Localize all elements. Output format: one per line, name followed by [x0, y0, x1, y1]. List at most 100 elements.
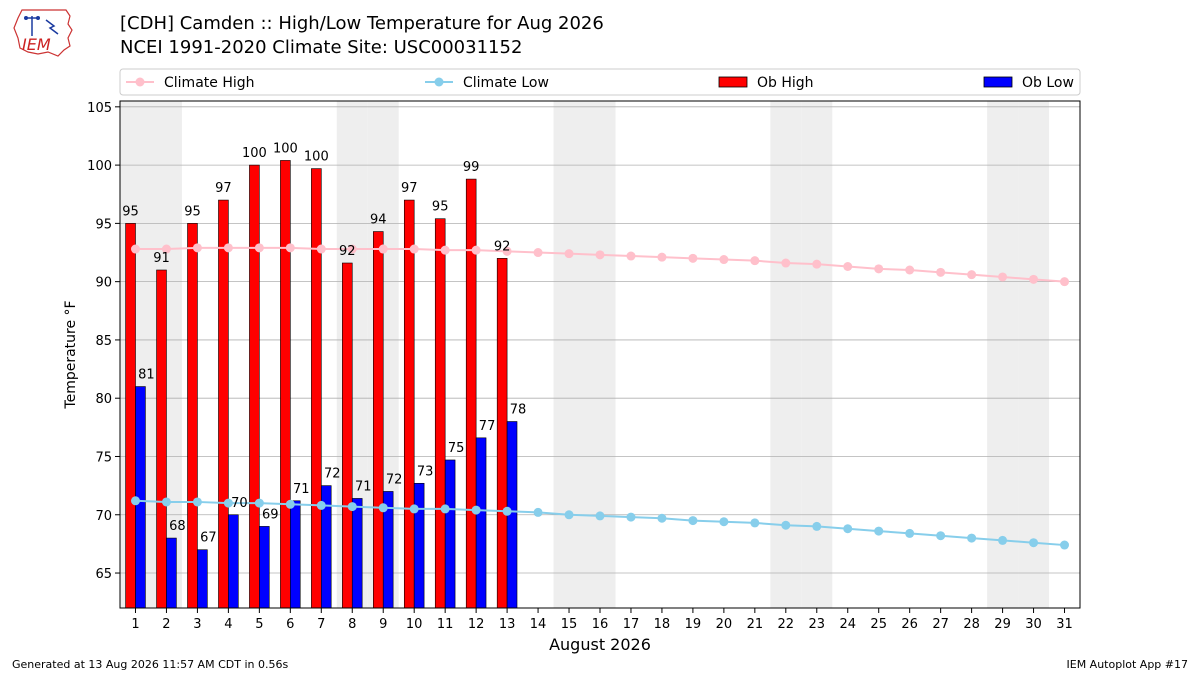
climate-high-point: [812, 259, 822, 269]
ob-high-label: 94: [370, 213, 387, 228]
x-tick-label: 9: [379, 617, 387, 632]
ob-low-label: 72: [386, 472, 403, 487]
climate-high-point: [750, 256, 760, 266]
climate-high-point: [688, 253, 698, 263]
x-tick-label: 7: [317, 617, 325, 632]
x-tick-label: 3: [193, 617, 201, 632]
climate-low-point: [719, 517, 729, 527]
x-tick-label: 8: [348, 617, 356, 632]
climate-low-point: [812, 521, 822, 531]
climate-high-point: [471, 245, 481, 255]
climate-low-point: [409, 504, 419, 514]
ob-low-bar: [290, 500, 301, 609]
logo-text: IEM: [22, 35, 51, 54]
climate-low-point: [843, 524, 853, 534]
x-tick-label: 31: [1056, 617, 1073, 632]
climate-high-point: [502, 246, 512, 256]
x-tick-label: 19: [685, 617, 702, 632]
ob-high-bar: [280, 160, 291, 609]
app-credit: IEM Autoplot App #17: [1066, 658, 1189, 671]
climate-low-point: [688, 516, 698, 526]
x-tick-label: 28: [963, 617, 980, 632]
ob-low-bar: [166, 537, 177, 609]
climate-high-point: [719, 255, 729, 265]
y-tick-label: 100: [87, 159, 112, 174]
y-tick-label: 85: [95, 334, 112, 349]
climate-high-point: [1060, 277, 1070, 287]
ob-low-label: 71: [355, 479, 372, 494]
climate-high-point: [781, 258, 791, 268]
ob-high-label: 95: [432, 200, 449, 215]
climate-low-point: [378, 503, 388, 513]
x-tick-label: 16: [592, 617, 609, 632]
weekend-shade: [987, 101, 1019, 608]
ob-low-label: 78: [510, 403, 527, 418]
ob-low-bar: [228, 514, 239, 609]
chart-subtitle: NCEI 1991-2020 Climate Site: USC00031152: [120, 37, 523, 58]
ob-high-label: 92: [494, 239, 511, 254]
climate-high-point: [998, 272, 1008, 282]
x-tick-label: 22: [778, 617, 795, 632]
legend-box: [119, 68, 1081, 96]
weekend-shade: [553, 101, 585, 608]
ob-low-bar: [259, 526, 270, 609]
ob-high-bar: [496, 258, 508, 609]
climate-low-point: [347, 502, 357, 512]
x-tick-label: 4: [224, 617, 232, 632]
weekend-shade: [584, 101, 616, 608]
climate-high-point: [254, 243, 264, 253]
legend-climate-low-label: Climate Low: [463, 75, 549, 91]
climate-low-point: [285, 499, 295, 509]
x-tick-label: 13: [499, 617, 516, 632]
climate-low-point: [533, 507, 543, 517]
climate-high-point: [905, 265, 915, 275]
x-tick-label: 23: [809, 617, 826, 632]
y-tick-label: 75: [95, 450, 112, 465]
x-tick-label: 11: [437, 617, 454, 632]
ob-low-label: 81: [138, 368, 155, 383]
ob-low-label: 71: [293, 482, 310, 497]
weekend-shade: [770, 101, 802, 608]
ob-high-label: 100: [304, 150, 329, 165]
climate-low-point: [440, 504, 450, 514]
ob-low-bar: [444, 459, 456, 609]
x-axis-label: August 2026: [549, 635, 651, 654]
ob-low-label: 70: [231, 496, 248, 511]
legend-ob-low-label: Ob Low: [1022, 75, 1074, 91]
legend-climate-low-marker: [434, 77, 444, 87]
x-tick-label: 1: [131, 617, 139, 632]
climate-high-point: [967, 270, 977, 280]
ob-high-label: 99: [463, 160, 480, 175]
climate-high-point: [936, 267, 946, 277]
generated-timestamp: Generated at 13 Aug 2026 11:57 AM CDT in…: [12, 658, 289, 671]
climate-low-point: [657, 513, 667, 523]
ob-low-label: 68: [169, 519, 186, 534]
ob-low-label: 69: [262, 507, 279, 522]
legend-climate-high-label: Climate High: [164, 75, 255, 91]
y-tick-label: 95: [95, 217, 112, 232]
x-tick-label: 26: [901, 617, 918, 632]
iem-logo: IEM: [13, 9, 73, 57]
climate-low-point: [192, 497, 202, 507]
y-tick-label: 70: [95, 509, 112, 524]
climate-low-point: [626, 512, 636, 522]
climate-low-point: [254, 498, 264, 508]
ob-low-label: 77: [479, 419, 496, 434]
ob-low-bar: [413, 482, 425, 609]
x-tick-label: 5: [255, 617, 263, 632]
ob-high-bar: [249, 164, 260, 609]
ob-low-label: 67: [200, 531, 217, 546]
legend-climate-high-marker: [135, 77, 145, 87]
ob-high-bar: [373, 231, 384, 609]
x-tick-label: 24: [839, 617, 856, 632]
ob-high-label: 100: [242, 146, 267, 161]
x-tick-label: 2: [162, 617, 170, 632]
ob-high-label: 95: [184, 204, 201, 219]
ob-high-bar: [125, 223, 136, 609]
ob-high-label: 91: [153, 251, 170, 266]
legend-ob-low-swatch: [983, 76, 1013, 88]
climate-high-point: [1029, 274, 1039, 284]
x-tick-label: 20: [716, 617, 733, 632]
ob-low-label: 73: [417, 464, 434, 479]
climate-low-point: [471, 505, 481, 515]
